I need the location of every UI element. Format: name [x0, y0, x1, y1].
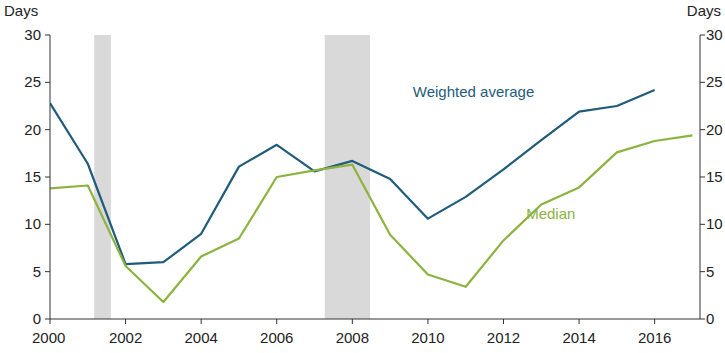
y2-tick: [700, 82, 705, 83]
x-axis: [50, 319, 700, 320]
x-tick: [427, 319, 428, 324]
x-tick: [654, 319, 655, 324]
y2-tick: [700, 177, 705, 178]
x-tick-label: 2002: [109, 329, 142, 346]
chart: 0 5 10 15 20 25 30 0 5 10 15 20 25 30 2000 2002 2004 2006…: [0, 0, 725, 353]
y2-tick-label: 5: [706, 263, 714, 280]
y-tick: [45, 129, 50, 130]
y2-axis-title: Days: [687, 2, 721, 19]
series-line: [50, 135, 692, 302]
shaded-period: [325, 35, 370, 319]
series-label: Weighted average: [413, 83, 534, 100]
x-tick-label: 2000: [32, 329, 65, 346]
series-line: [50, 90, 655, 264]
y2-tick: [700, 35, 705, 36]
x-tick: [201, 319, 202, 324]
x-tick-label: 2016: [638, 329, 671, 346]
y-axis-title: Days: [4, 2, 38, 19]
y-tick-label: 0: [33, 310, 41, 327]
y-tick-label: 15: [24, 168, 41, 185]
x-tick-label: 2004: [184, 329, 217, 346]
y-tick-label: 20: [24, 121, 41, 138]
plot-area: [50, 35, 692, 319]
y-tick-label: 10: [24, 215, 41, 232]
y-tick: [45, 82, 50, 83]
y2-tick: [700, 271, 705, 272]
y2-tick-label: 25: [706, 73, 723, 90]
x-tick-label: 2010: [411, 329, 444, 346]
x-tick: [276, 319, 277, 324]
y-tick: [45, 319, 50, 320]
y2-tick: [700, 129, 705, 130]
x-tick: [579, 319, 580, 324]
x-tick: [352, 319, 353, 324]
y2-tick: [700, 224, 705, 225]
shaded-period: [94, 35, 111, 319]
y2-tick-label: 15: [706, 168, 723, 185]
y2-tick: [700, 319, 705, 320]
y-tick: [45, 177, 50, 178]
x-tick-label: 2008: [336, 329, 369, 346]
x-tick: [503, 319, 504, 324]
x-tick: [125, 319, 126, 324]
y2-tick-label: 30: [706, 26, 723, 43]
y-tick: [45, 224, 50, 225]
y2-tick-label: 10: [706, 215, 723, 232]
y-tick: [45, 271, 50, 272]
y-tick: [45, 35, 50, 36]
series-label: Median: [526, 205, 575, 222]
y-tick-label: 30: [24, 26, 41, 43]
y2-tick-label: 20: [706, 121, 723, 138]
x-tick: [50, 319, 51, 324]
x-tick-label: 2014: [562, 329, 595, 346]
x-tick-label: 2012: [487, 329, 520, 346]
y-tick-label: 25: [24, 73, 41, 90]
y-tick-label: 5: [33, 263, 41, 280]
x-tick-label: 2006: [260, 329, 293, 346]
y2-tick-label: 0: [706, 310, 714, 327]
